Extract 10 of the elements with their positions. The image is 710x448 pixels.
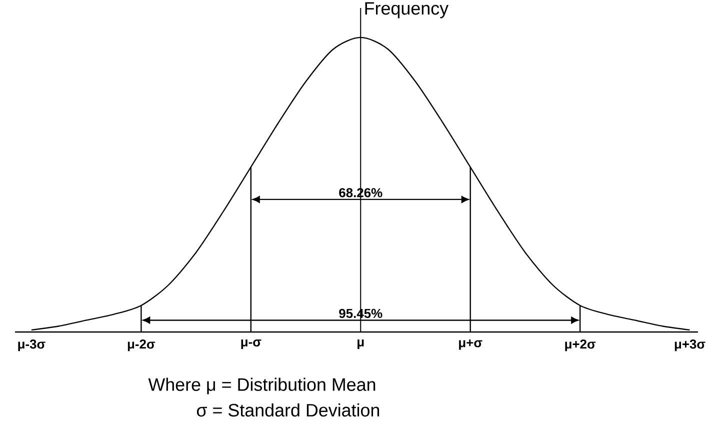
text: σ = Standard Deviation <box>196 403 380 417</box>
x-tick-label: μ-2σ <box>128 340 156 352</box>
x-tick-label: μ+2σ <box>565 340 596 352</box>
x-tick-label: μ-σ <box>241 340 262 349</box>
x-tick-label: μ+σ <box>459 340 482 350</box>
x-tick-label: μ+3σ <box>674 340 706 352</box>
y-axis-title: Frequency <box>365 2 449 18</box>
text: Where μ = Distribution Mean <box>148 378 376 394</box>
x-tick-label: μ-3σ <box>18 340 46 352</box>
x-tick-label: μ <box>358 340 364 349</box>
